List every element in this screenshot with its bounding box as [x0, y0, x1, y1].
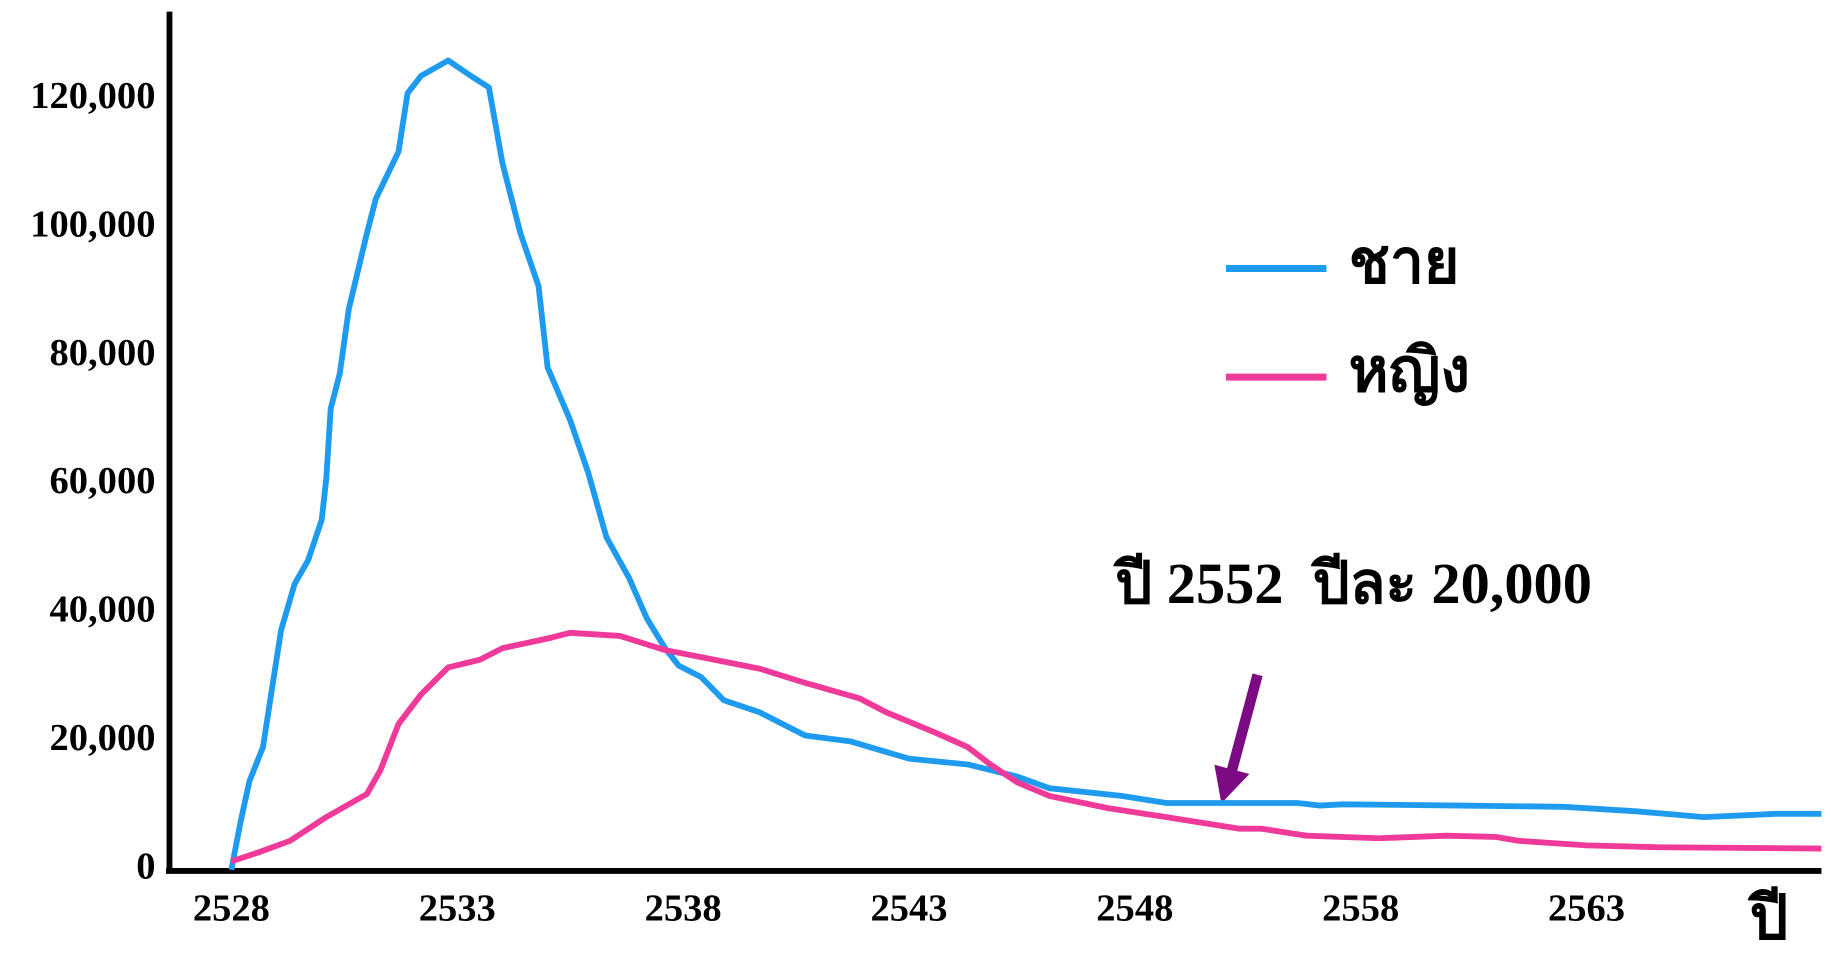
series-line — [230, 629, 1822, 865]
x-tick-label: 2563 — [1548, 888, 1625, 930]
y-tick-label: 0 — [136, 846, 155, 888]
y-tick-label: 80,000 — [50, 332, 156, 374]
y-tick-label: 120,000 — [30, 75, 155, 117]
annotation-arrowhead — [1214, 764, 1250, 804]
legend-label: หญิง — [1349, 338, 1470, 406]
y-tick-label: 100,000 — [30, 203, 155, 245]
x-tick-label: 2548 — [1096, 888, 1173, 930]
x-axis-label: ปี — [1747, 886, 1788, 953]
x-tick-label: 2558 — [1322, 888, 1399, 930]
y-tick-label: 60,000 — [50, 460, 156, 502]
annotation-arrow — [1226, 673, 1263, 772]
annotation: ปี 2552 ปีละ 20,000 — [1112, 551, 1591, 616]
x-tick-label: 2543 — [870, 888, 947, 930]
y-tick-label: 40,000 — [50, 589, 156, 631]
x-tick-label: 2538 — [645, 888, 722, 930]
y-tick-label: 20,000 — [50, 717, 156, 759]
x-tick-label: 2528 — [193, 888, 270, 930]
series-line — [228, 57, 1822, 871]
legend-label: ชาย — [1349, 229, 1460, 296]
x-tick-label: 2533 — [419, 888, 496, 930]
